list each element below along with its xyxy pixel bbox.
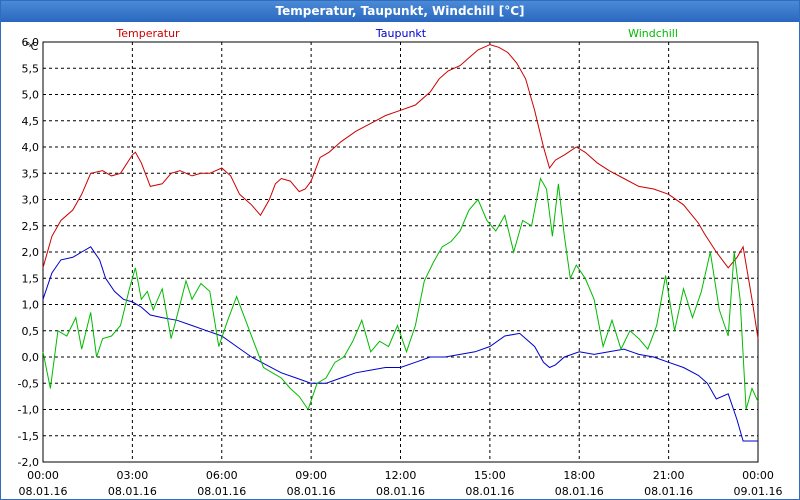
x-tick-time-label: 12:00 <box>385 469 417 482</box>
y-tick-label: -1,0 <box>18 404 39 417</box>
y-tick-label: 5,5 <box>22 62 40 75</box>
x-tick-time-label: 18:00 <box>563 469 595 482</box>
y-tick-label: 2,0 <box>22 246 40 259</box>
x-tick-date-label: 08.01.16 <box>287 485 336 498</box>
y-tick-label: 1,5 <box>22 272 40 285</box>
y-tick-label: 3,5 <box>22 167 40 180</box>
grid <box>43 42 758 462</box>
x-tick-time-label: 15:00 <box>474 469 506 482</box>
x-tick-date-label: 09.01.16 <box>734 485 783 498</box>
y-tick-label: 4,0 <box>22 141 40 154</box>
x-tick-time-label: 21:00 <box>653 469 685 482</box>
y-tick-label: -2,0 <box>18 456 39 469</box>
y-tick-label: -1,5 <box>18 430 39 443</box>
x-tick-date-label: 08.01.16 <box>108 485 157 498</box>
x-tick-date-label: 08.01.16 <box>555 485 604 498</box>
y-tick-label: 4,5 <box>22 115 40 128</box>
series-layer <box>42 44 759 442</box>
x-tick-date-label: 08.01.16 <box>197 485 246 498</box>
series-line-taupunkt <box>42 246 758 442</box>
x-tick-date-label: 08.01.16 <box>465 485 514 498</box>
y-axis-label: °C <box>25 40 39 53</box>
y-tick-label: 0,5 <box>22 325 40 338</box>
y-tick-label: 1,0 <box>22 299 40 312</box>
x-tick-date-label: 08.01.16 <box>376 485 425 498</box>
y-tick-label: 0,0 <box>22 351 40 364</box>
legend-temperatur: Temperatur <box>115 27 180 40</box>
legend: Temperatur Taupunkt Windchill <box>115 27 678 40</box>
window-title: Temperatur, Taupunkt, Windchill [°C] <box>1 1 799 22</box>
y-tick-label: 2,5 <box>22 220 40 233</box>
x-tick-time-label: 00:00 <box>742 469 774 482</box>
y-tick-label: 6,0 <box>22 36 40 49</box>
x-tick-date-label: 08.01.16 <box>644 485 693 498</box>
y-tick-label: 5,0 <box>22 89 40 102</box>
series-line-windchill <box>42 177 759 411</box>
x-tick-time-label: 00:00 <box>27 469 59 482</box>
axes: -2,0 -1,5 -1,0 -0,5 0,0 0,5 1,0 1,5 2,0 2,5 3,0 3,5… <box>18 36 783 498</box>
x-tick-time-label: 06:00 <box>206 469 238 482</box>
x-tick-date-label: 08.01.16 <box>19 485 68 498</box>
legend-taupunkt: Taupunkt <box>375 27 427 40</box>
x-tick-time-label: 03:00 <box>117 469 149 482</box>
y-tick-label: 3,0 <box>22 194 40 207</box>
x-tick-time-label: 09:00 <box>295 469 327 482</box>
legend-windchill: Windchill <box>628 27 678 40</box>
series-line-temperatur <box>42 44 759 339</box>
y-tick-label: -0,5 <box>18 377 39 390</box>
